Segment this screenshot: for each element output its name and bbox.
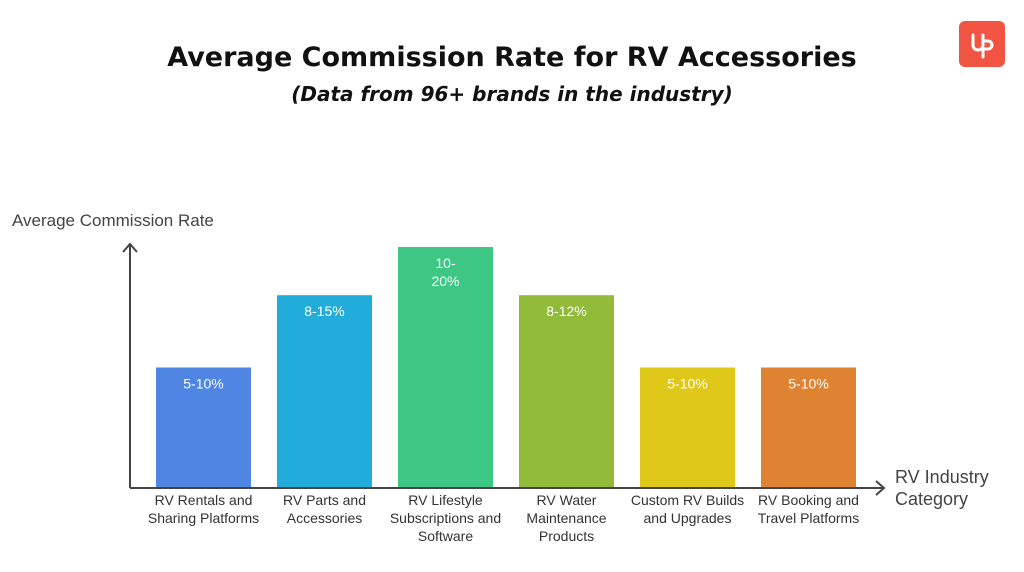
bar [761,367,856,488]
data-label: 10-20% [431,255,459,289]
bar [640,367,735,488]
data-label: 5-10% [667,376,707,392]
data-label: 8-12% [546,303,586,319]
category-label: Custom RV Builds and Upgrades [630,492,745,526]
y-axis-arrow [122,242,138,253]
x-axis-arrow [875,480,886,496]
bar [519,295,614,488]
chart-subtitle: (Data from 96+ brands in the industry) [291,82,733,106]
bar [277,295,372,488]
data-label: 5-10% [183,376,223,392]
category-label: RV Booking and Travel Platforms [757,492,860,526]
bar [156,367,251,488]
data-label: 5-10% [788,376,828,392]
x-axis-label: RV Industry Category [895,467,989,509]
category-label: RV Lifestyle Subscriptions and Software [389,492,502,544]
category-label: RV Parts and Accessories [282,492,366,526]
data-label: 8-15% [304,303,344,319]
y-axis-label: Average Commission Rate [12,211,214,230]
category-label: RV Water Maintenance Products [526,492,607,544]
chart-title: Average Commission Rate for RV Accessori… [167,42,857,73]
brand-logo [959,21,1005,67]
bar [398,247,493,488]
category-label: RV Rentals and Sharing Platforms [147,492,260,526]
